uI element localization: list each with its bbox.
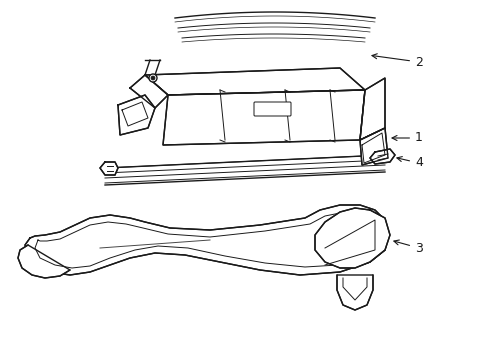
- Polygon shape: [100, 162, 118, 175]
- Polygon shape: [359, 128, 387, 165]
- Polygon shape: [118, 95, 155, 135]
- Text: 3: 3: [393, 240, 422, 255]
- Circle shape: [151, 76, 155, 80]
- Polygon shape: [314, 208, 389, 268]
- Text: 1: 1: [391, 131, 422, 144]
- Text: 2: 2: [371, 54, 422, 68]
- Polygon shape: [25, 205, 387, 275]
- Text: 4: 4: [396, 157, 422, 170]
- Polygon shape: [369, 149, 394, 164]
- Polygon shape: [145, 68, 364, 95]
- Polygon shape: [359, 78, 384, 140]
- Polygon shape: [130, 75, 168, 108]
- FancyBboxPatch shape: [253, 102, 290, 116]
- Polygon shape: [18, 245, 70, 278]
- Polygon shape: [163, 90, 364, 145]
- Polygon shape: [336, 275, 372, 310]
- Circle shape: [149, 74, 157, 82]
